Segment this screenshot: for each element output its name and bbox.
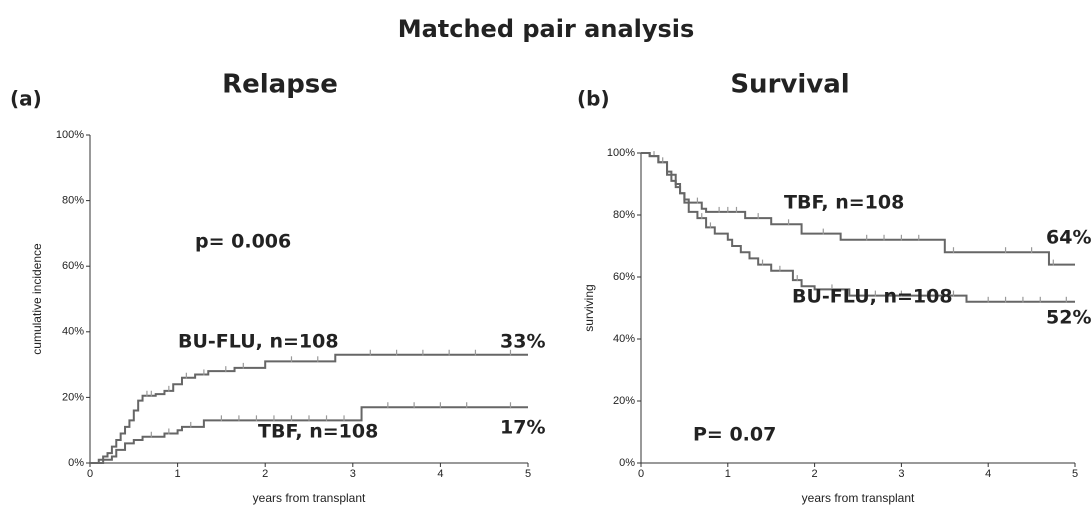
x-tick-label: 0 bbox=[87, 468, 93, 480]
y-tick-label: 20% bbox=[613, 395, 635, 407]
x-tick-label: 5 bbox=[525, 468, 531, 480]
x-tick-label: 2 bbox=[262, 468, 268, 480]
annotation: 64% bbox=[1046, 227, 1091, 249]
y-tick-label: 80% bbox=[613, 209, 635, 221]
y-tick-label: 0% bbox=[619, 457, 635, 469]
y-tick-label: 100% bbox=[607, 147, 635, 159]
series-label: BU-FLU, n=108 bbox=[792, 286, 953, 308]
survival-curve bbox=[90, 406, 528, 464]
y-tick-label: 60% bbox=[62, 260, 84, 272]
panel-title: Survival bbox=[730, 70, 849, 100]
y-tick-label: 40% bbox=[62, 326, 84, 338]
survival-curve bbox=[90, 353, 528, 464]
panel-title: Relapse bbox=[222, 70, 338, 100]
annotation: 52% bbox=[1046, 307, 1091, 329]
series-label: TBF, n=108 bbox=[258, 421, 378, 443]
x-tick-label: 4 bbox=[985, 468, 991, 480]
series-label: TBF, n=108 bbox=[784, 192, 904, 214]
y-tick-label: 80% bbox=[62, 195, 84, 207]
annotation: 17% bbox=[500, 417, 545, 439]
y-tick-label: 20% bbox=[62, 391, 84, 403]
x-tick-label: 0 bbox=[638, 468, 644, 480]
x-tick-label: 3 bbox=[350, 468, 356, 480]
x-tick-label: 3 bbox=[898, 468, 904, 480]
x-axis-label: years from transplant bbox=[253, 491, 366, 505]
annotation: P= 0.07 bbox=[693, 424, 776, 446]
survival-curve bbox=[641, 152, 1075, 303]
panel-label: (b) bbox=[577, 87, 610, 111]
x-tick-label: 5 bbox=[1072, 468, 1078, 480]
y-tick-label: 60% bbox=[613, 271, 635, 283]
x-tick-label: 1 bbox=[725, 468, 731, 480]
y-tick-label: 40% bbox=[613, 333, 635, 345]
panel-label: (a) bbox=[10, 87, 42, 111]
series-label: BU-FLU, n=108 bbox=[178, 331, 339, 353]
annotation: 33% bbox=[500, 331, 545, 353]
y-axis-label: surviving bbox=[582, 284, 596, 331]
x-tick-label: 4 bbox=[437, 468, 443, 480]
y-tick-label: 0% bbox=[68, 457, 84, 469]
annotation: p= 0.006 bbox=[195, 231, 291, 253]
x-axis-label: years from transplant bbox=[802, 491, 915, 505]
y-axis-label: cumulative incidence bbox=[30, 243, 44, 355]
figure-title: Matched pair analysis bbox=[398, 15, 695, 43]
x-tick-label: 1 bbox=[175, 468, 181, 480]
x-tick-label: 2 bbox=[812, 468, 818, 480]
y-tick-label: 100% bbox=[56, 129, 84, 141]
